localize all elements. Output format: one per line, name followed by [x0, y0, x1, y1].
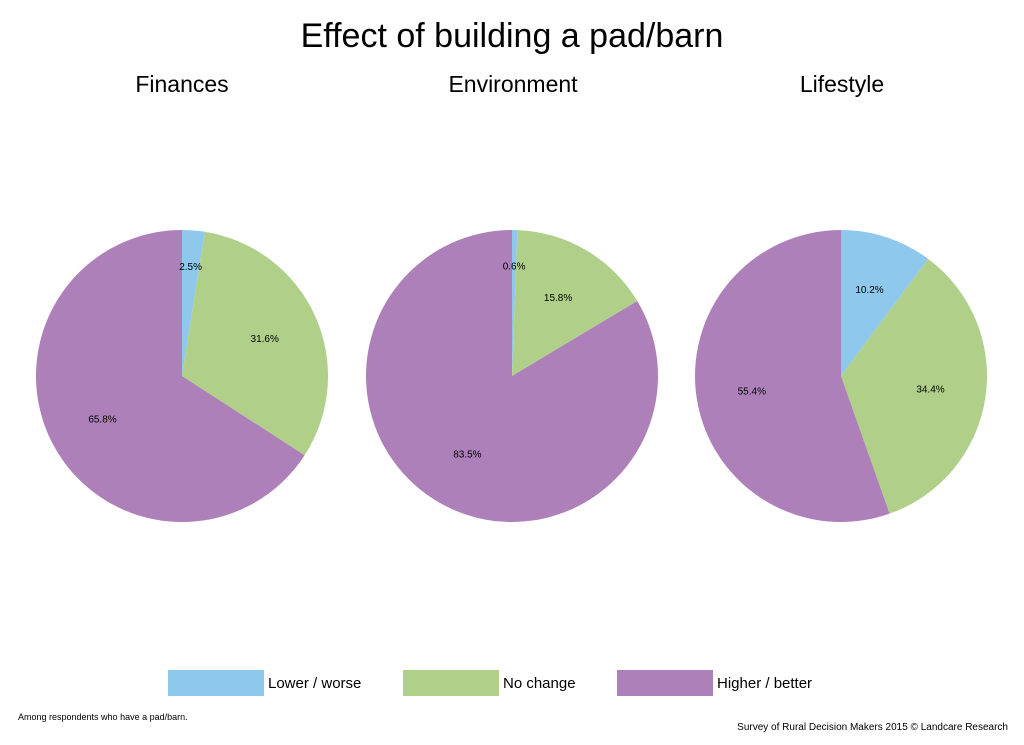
pie-label-finances-higher: 65.8%: [88, 414, 116, 425]
legend-label-lower: Lower / worse: [268, 674, 362, 692]
footnote: Among respondents who have a pad/barn.: [18, 712, 188, 722]
legend-item-higher: Higher / better: [617, 670, 812, 696]
legend-label-no-change: No change: [503, 674, 576, 692]
legend-swatch-no-change: [403, 670, 499, 696]
pie-label-finances-lower: 2.5%: [179, 262, 202, 273]
source-credit: Survey of Rural Decision Makers 2015 © L…: [737, 722, 1008, 733]
pie-title-finances: Finances: [135, 71, 229, 97]
pie-label-environment-higher: 83.5%: [453, 450, 481, 461]
pie-slice-lifestyle-no-change: [841, 258, 988, 514]
pie-title-environment: Environment: [448, 71, 578, 97]
legend: Lower / worse No change Higher / better: [0, 670, 1024, 698]
pie-slice-environment-higher: [366, 230, 659, 522]
pie-title-lifestyle: Lifestyle: [799, 71, 885, 97]
pie-slice-finances-no-change: [182, 231, 329, 456]
pie-label-lifestyle-no-change: 34.4%: [916, 385, 944, 396]
pie-label-lifestyle-higher: 55.4%: [738, 386, 766, 397]
legend-swatch-lower: [168, 670, 264, 696]
page-title: Effect of building a pad/barn: [300, 17, 724, 55]
legend-label-higher: Higher / better: [717, 674, 813, 692]
pie-slice-environment-no-change: [512, 230, 638, 376]
pie-label-environment-no-change: 15.8%: [544, 293, 572, 304]
pie-label-environment-lower: 0.6%: [503, 262, 526, 273]
pie-slice-environment-lower: [512, 229, 518, 376]
pie-slice-finances-lower: [182, 230, 205, 376]
legend-item-lower: Lower / worse: [168, 670, 361, 696]
legend-item-no-change: No change: [403, 670, 576, 696]
legend-swatch-higher: [617, 670, 713, 696]
pie-slice-lifestyle-lower: [841, 230, 929, 376]
pie-slice-finances-higher: [36, 230, 305, 522]
pie-label-finances-no-change: 31.6%: [251, 334, 279, 345]
pie-label-lifestyle-lower: 10.2%: [855, 285, 883, 296]
pie-slice-lifestyle-higher: [695, 230, 890, 522]
